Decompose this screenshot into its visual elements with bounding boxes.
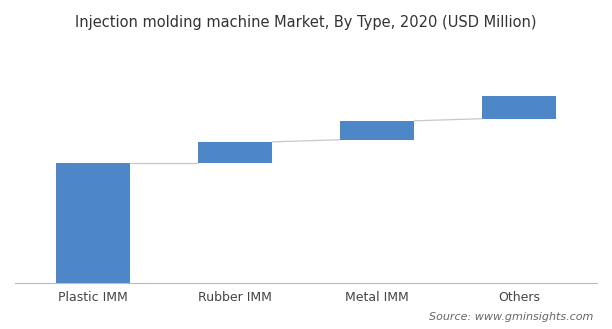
Bar [482,96,556,119]
Bar [56,163,130,283]
Bar [340,121,414,140]
Title: Injection molding machine Market, By Type, 2020 (USD Million): Injection molding machine Market, By Typ… [75,15,537,30]
Text: Source: www.gminsights.com: Source: www.gminsights.com [429,313,594,322]
Bar [198,142,272,163]
